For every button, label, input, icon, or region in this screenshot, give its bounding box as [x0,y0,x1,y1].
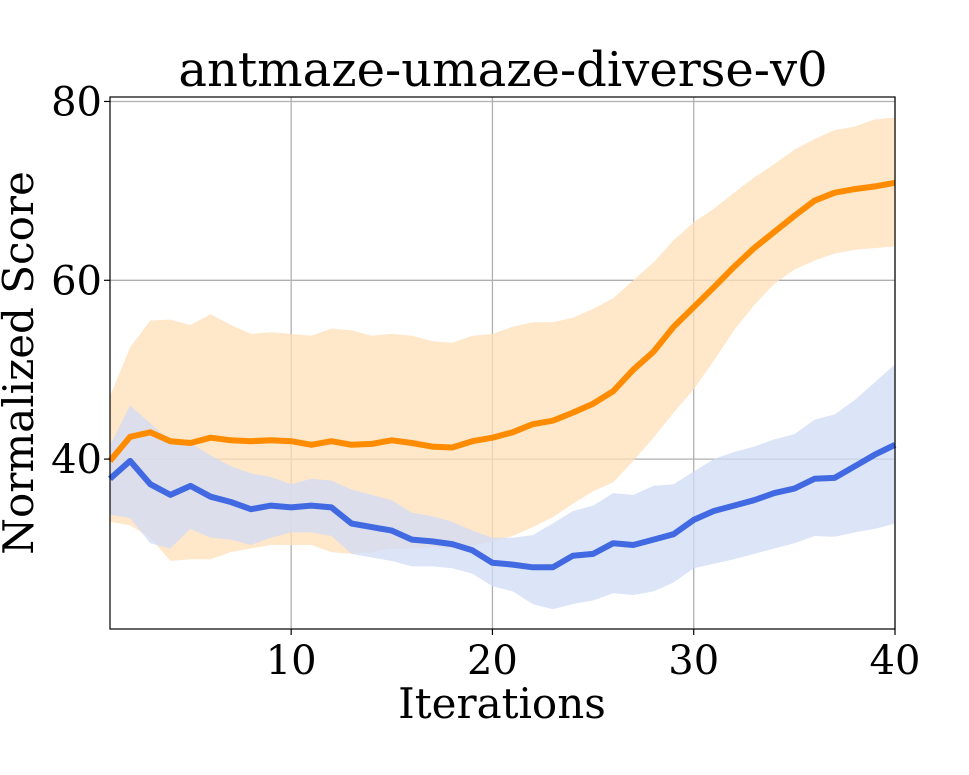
y-tick-label-40: 40 [51,437,102,483]
plot-frame [109,96,896,630]
axis-ticks: 10 20 30 40 40 60 80 [51,79,920,684]
x-tick-label-40: 40 [870,638,921,684]
series-lines [107,179,897,571]
line-blue [108,442,897,571]
band-blue [110,364,895,610]
y-tick-label-60: 60 [51,258,102,304]
y-axis-label: Normalized Score [0,171,43,555]
x-tick-label-10: 10 [266,638,317,684]
x-tick-label-30: 30 [668,638,719,684]
band-orange [110,117,895,561]
x-tick-label-20: 20 [467,638,518,684]
y-tick-label-80: 80 [51,79,102,125]
confidence-bands [110,117,895,610]
line-orange [107,179,896,463]
chart-title: antmaze-umaze-diverse-v0 [178,42,827,98]
x-axis-label: Iterations [398,679,606,728]
